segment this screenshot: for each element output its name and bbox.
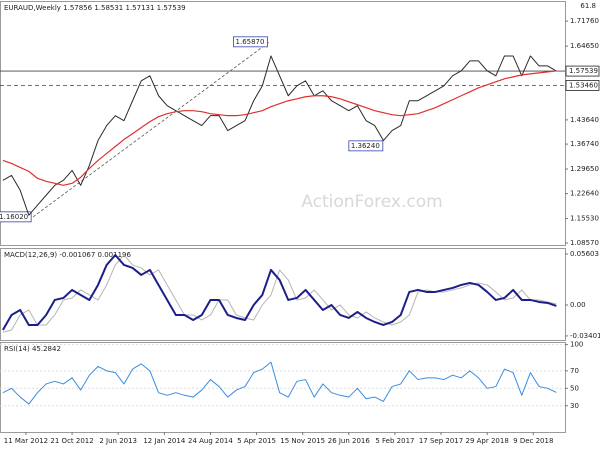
x-tick-label: 26 Jun 2016 (328, 437, 371, 445)
x-tick-label: 9 Dec 2018 (513, 437, 553, 445)
annotation-label: 1.36240 (351, 142, 380, 150)
y-tick-label: 0.05603 (570, 250, 599, 258)
y-tick-label: 1.29650 (570, 165, 599, 173)
x-tick-label: 15 Nov 2015 (280, 437, 325, 445)
y-tick-label: 1.36740 (570, 140, 599, 148)
x-tick-label: 21 Oct 2012 (50, 437, 93, 445)
fib-line (32, 41, 270, 218)
annotation-box (0, 211, 32, 223)
annotation-box (233, 36, 268, 48)
y-tick-label: 100 (570, 341, 583, 349)
level-label: 1.57539 (569, 67, 598, 75)
y-tick-label: 70 (570, 367, 579, 375)
x-tick-label: 17 Sep 2017 (419, 437, 463, 445)
annotation-label: 1.16020 (0, 213, 28, 221)
watermark: ActionForex.com (301, 192, 442, 212)
y-tick-label: 1.64650 (570, 42, 599, 50)
series-line (2, 55, 557, 216)
panel-frame (0, 1, 566, 246)
y-tick-label: 30 (570, 402, 579, 410)
x-tick-label: 29 Apr 2018 (466, 437, 509, 445)
y-tick-label: 50 (570, 384, 579, 392)
series-line (2, 254, 557, 331)
annotation-label: 1.65870 (236, 38, 265, 46)
fib-label: 61.8 (580, 2, 596, 10)
level-box (565, 65, 600, 77)
panel-title: EURAUD,Weekly 1.57856 1.58531 1.57131 1.… (4, 4, 186, 12)
panel-title: MACD(12,26,9) -0.001067 0.001196 (4, 251, 131, 259)
series-line (2, 361, 557, 405)
panel-title: RSI(14) 45.2842 (4, 345, 61, 353)
y-tick-label: 1.43640 (570, 116, 599, 124)
level-box (565, 79, 600, 91)
annotation-box (348, 140, 384, 152)
y-tick-label: 1.22640 (570, 190, 599, 198)
x-tick-label: 12 Jan 2014 (143, 437, 186, 445)
panel-frame (0, 342, 566, 433)
x-tick-label: 2 Jun 2013 (99, 437, 137, 445)
x-tick-label: 24 Aug 2014 (188, 437, 233, 445)
y-tick-label: 1.71760 (570, 17, 599, 25)
x-tick-label: 5 Feb 2017 (375, 437, 414, 445)
y-tick-label: -0.034017 (570, 332, 600, 340)
y-tick-label: 1.08570 (570, 239, 599, 247)
x-tick-label: 11 Mar 2012 (4, 437, 48, 445)
series-line (2, 254, 557, 333)
y-tick-label: 1.15530 (570, 215, 599, 223)
y-tick-label: 0.00 (570, 301, 586, 309)
x-tick-label: 5 Apr 2015 (237, 437, 276, 445)
panel-frame (0, 248, 566, 341)
level-label: 1.53460 (569, 81, 598, 89)
series-line (2, 70, 557, 186)
